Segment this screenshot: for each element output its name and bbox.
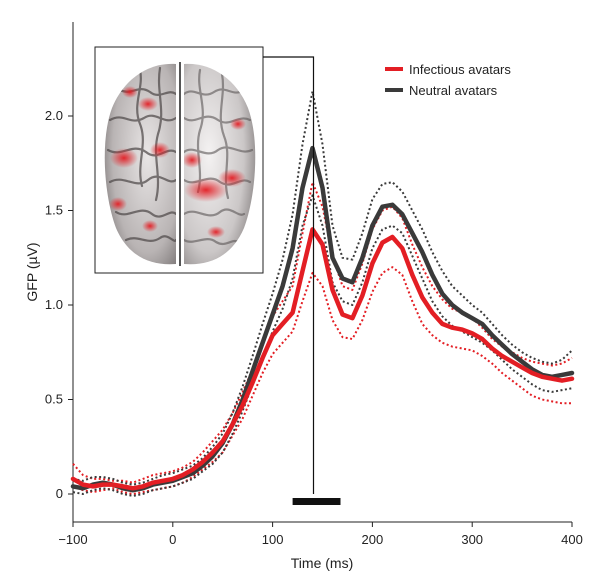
x-tick-label: 200 (362, 532, 384, 547)
ci-line-infectious-avatars-upper-ci (72, 181, 573, 484)
y-axis-title: GFP (µV) (24, 242, 40, 301)
ci-line-infectious-avatars-lower-ci (72, 266, 572, 495)
annotation-group (263, 56, 341, 505)
x-axis-title: Time (ms) (291, 555, 353, 571)
ci-line-neutral-avatars-upper-ci (72, 90, 573, 486)
ci-line-neutral-avatars-lower-ci (72, 194, 573, 497)
x-tick-label: 400 (561, 532, 583, 547)
legend-label-neutral: Neutral avatars (409, 83, 498, 98)
y-tick-label: 2.0 (45, 108, 63, 123)
legend: Infectious avatars Neutral avatars (385, 62, 511, 98)
brain-inset (94, 46, 264, 274)
y-tick-label: 1.0 (45, 297, 63, 312)
axis-ticks (68, 115, 573, 527)
y-tick-label: 1.5 (45, 203, 63, 218)
series-line-infectious-avatars (70, 227, 575, 491)
x-tick-label: 0 (169, 532, 176, 547)
x-tick-label: −100 (58, 532, 87, 547)
brain-image (104, 62, 256, 266)
x-tick-label: 100 (262, 532, 284, 547)
peak-marker-line (263, 56, 315, 494)
series-group (70, 90, 575, 497)
time-window-bar (292, 498, 341, 505)
legend-label-infectious: Infectious avatars (409, 62, 511, 77)
y-tick-label: 0.5 (45, 392, 63, 407)
y-tick-label: 0 (56, 486, 63, 501)
axis-tick-labels: −100 0 100 200 300 400 0 0.5 1.0 1.5 2.0 (45, 108, 583, 547)
x-tick-label: 300 (461, 532, 483, 547)
